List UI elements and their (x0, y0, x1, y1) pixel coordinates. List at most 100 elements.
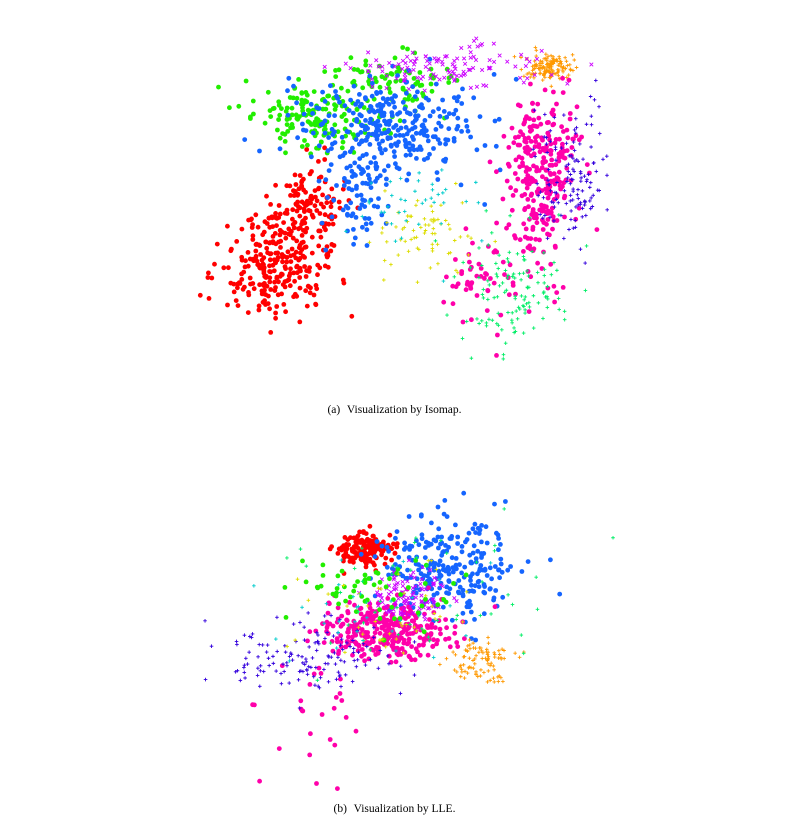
data-point (501, 352, 506, 357)
data-point (425, 563, 429, 568)
data-point (423, 228, 428, 233)
data-point (277, 135, 283, 141)
data-point (588, 180, 593, 185)
data-point (333, 695, 339, 700)
data-point (528, 274, 534, 280)
data-point (353, 137, 359, 142)
data-point (304, 564, 309, 568)
data-point (411, 570, 416, 575)
series-0 (197, 145, 361, 335)
data-point (538, 190, 543, 194)
data-point (392, 104, 397, 110)
data-point (465, 671, 470, 675)
data-point (436, 192, 441, 197)
data-point (272, 279, 277, 285)
data-point (481, 296, 486, 300)
data-point (569, 145, 575, 150)
data-point (409, 237, 413, 242)
data-point (371, 155, 377, 160)
data-point (475, 44, 480, 49)
data-point (486, 635, 490, 640)
data-point (506, 163, 512, 169)
data-point (402, 106, 408, 112)
data-point (435, 504, 441, 510)
data-point (384, 564, 390, 570)
data-point (574, 125, 579, 130)
data-point (307, 752, 313, 758)
data-point (415, 198, 420, 203)
data-point (314, 648, 319, 653)
data-point (388, 143, 394, 149)
data-point (317, 642, 321, 646)
data-point (465, 128, 471, 134)
data-point (414, 538, 419, 544)
data-point (579, 176, 583, 180)
data-point (401, 598, 407, 603)
data-point (419, 564, 424, 570)
data-point (469, 582, 474, 588)
data-point (348, 594, 353, 600)
data-point (339, 134, 345, 140)
data-point (447, 644, 453, 650)
data-point (414, 156, 419, 161)
data-point (216, 84, 221, 90)
data-point (443, 543, 448, 548)
data-point (351, 646, 356, 651)
data-point (522, 258, 526, 262)
data-point (605, 154, 609, 159)
data-point (412, 625, 417, 630)
data-point (351, 638, 355, 643)
data-point (265, 643, 270, 647)
data-point (546, 133, 552, 139)
data-point (250, 702, 255, 708)
data-point (332, 651, 337, 655)
data-point (548, 210, 554, 216)
data-point (501, 133, 507, 139)
data-point (589, 62, 594, 67)
data-point (407, 69, 413, 74)
data-point (322, 263, 328, 269)
data-point (406, 653, 412, 659)
data-point (423, 64, 428, 70)
lle-scatter-svg (203, 490, 615, 791)
data-point (543, 71, 547, 75)
data-point (531, 198, 536, 204)
data-point (426, 625, 432, 630)
data-point (550, 122, 556, 128)
data-point (344, 618, 350, 623)
data-point (375, 593, 381, 598)
data-point (594, 227, 600, 233)
data-point (312, 203, 318, 209)
data-point (370, 636, 375, 641)
data-point (309, 212, 315, 218)
data-point (557, 307, 561, 312)
data-point (268, 114, 274, 119)
data-point (263, 239, 269, 245)
data-point (366, 131, 372, 137)
data-point (468, 266, 473, 270)
data-point (493, 143, 499, 149)
data-point (545, 284, 550, 289)
data-point (320, 573, 326, 578)
data-point (387, 118, 393, 124)
data-point (286, 273, 292, 279)
data-point (324, 200, 330, 206)
data-point (333, 74, 339, 79)
data-point (353, 215, 359, 220)
data-point (267, 240, 272, 246)
data-point (491, 41, 496, 46)
data-point (344, 165, 350, 171)
data-point (457, 584, 463, 590)
data-point (314, 198, 320, 204)
data-point (578, 142, 582, 146)
data-point (297, 173, 303, 178)
data-point (322, 130, 328, 136)
data-point (405, 567, 410, 573)
data-point (284, 211, 290, 216)
data-point (379, 549, 385, 555)
data-point (437, 577, 441, 582)
data-point (373, 570, 379, 575)
data-point (529, 72, 534, 77)
data-point (394, 76, 399, 81)
data-point (479, 539, 484, 545)
